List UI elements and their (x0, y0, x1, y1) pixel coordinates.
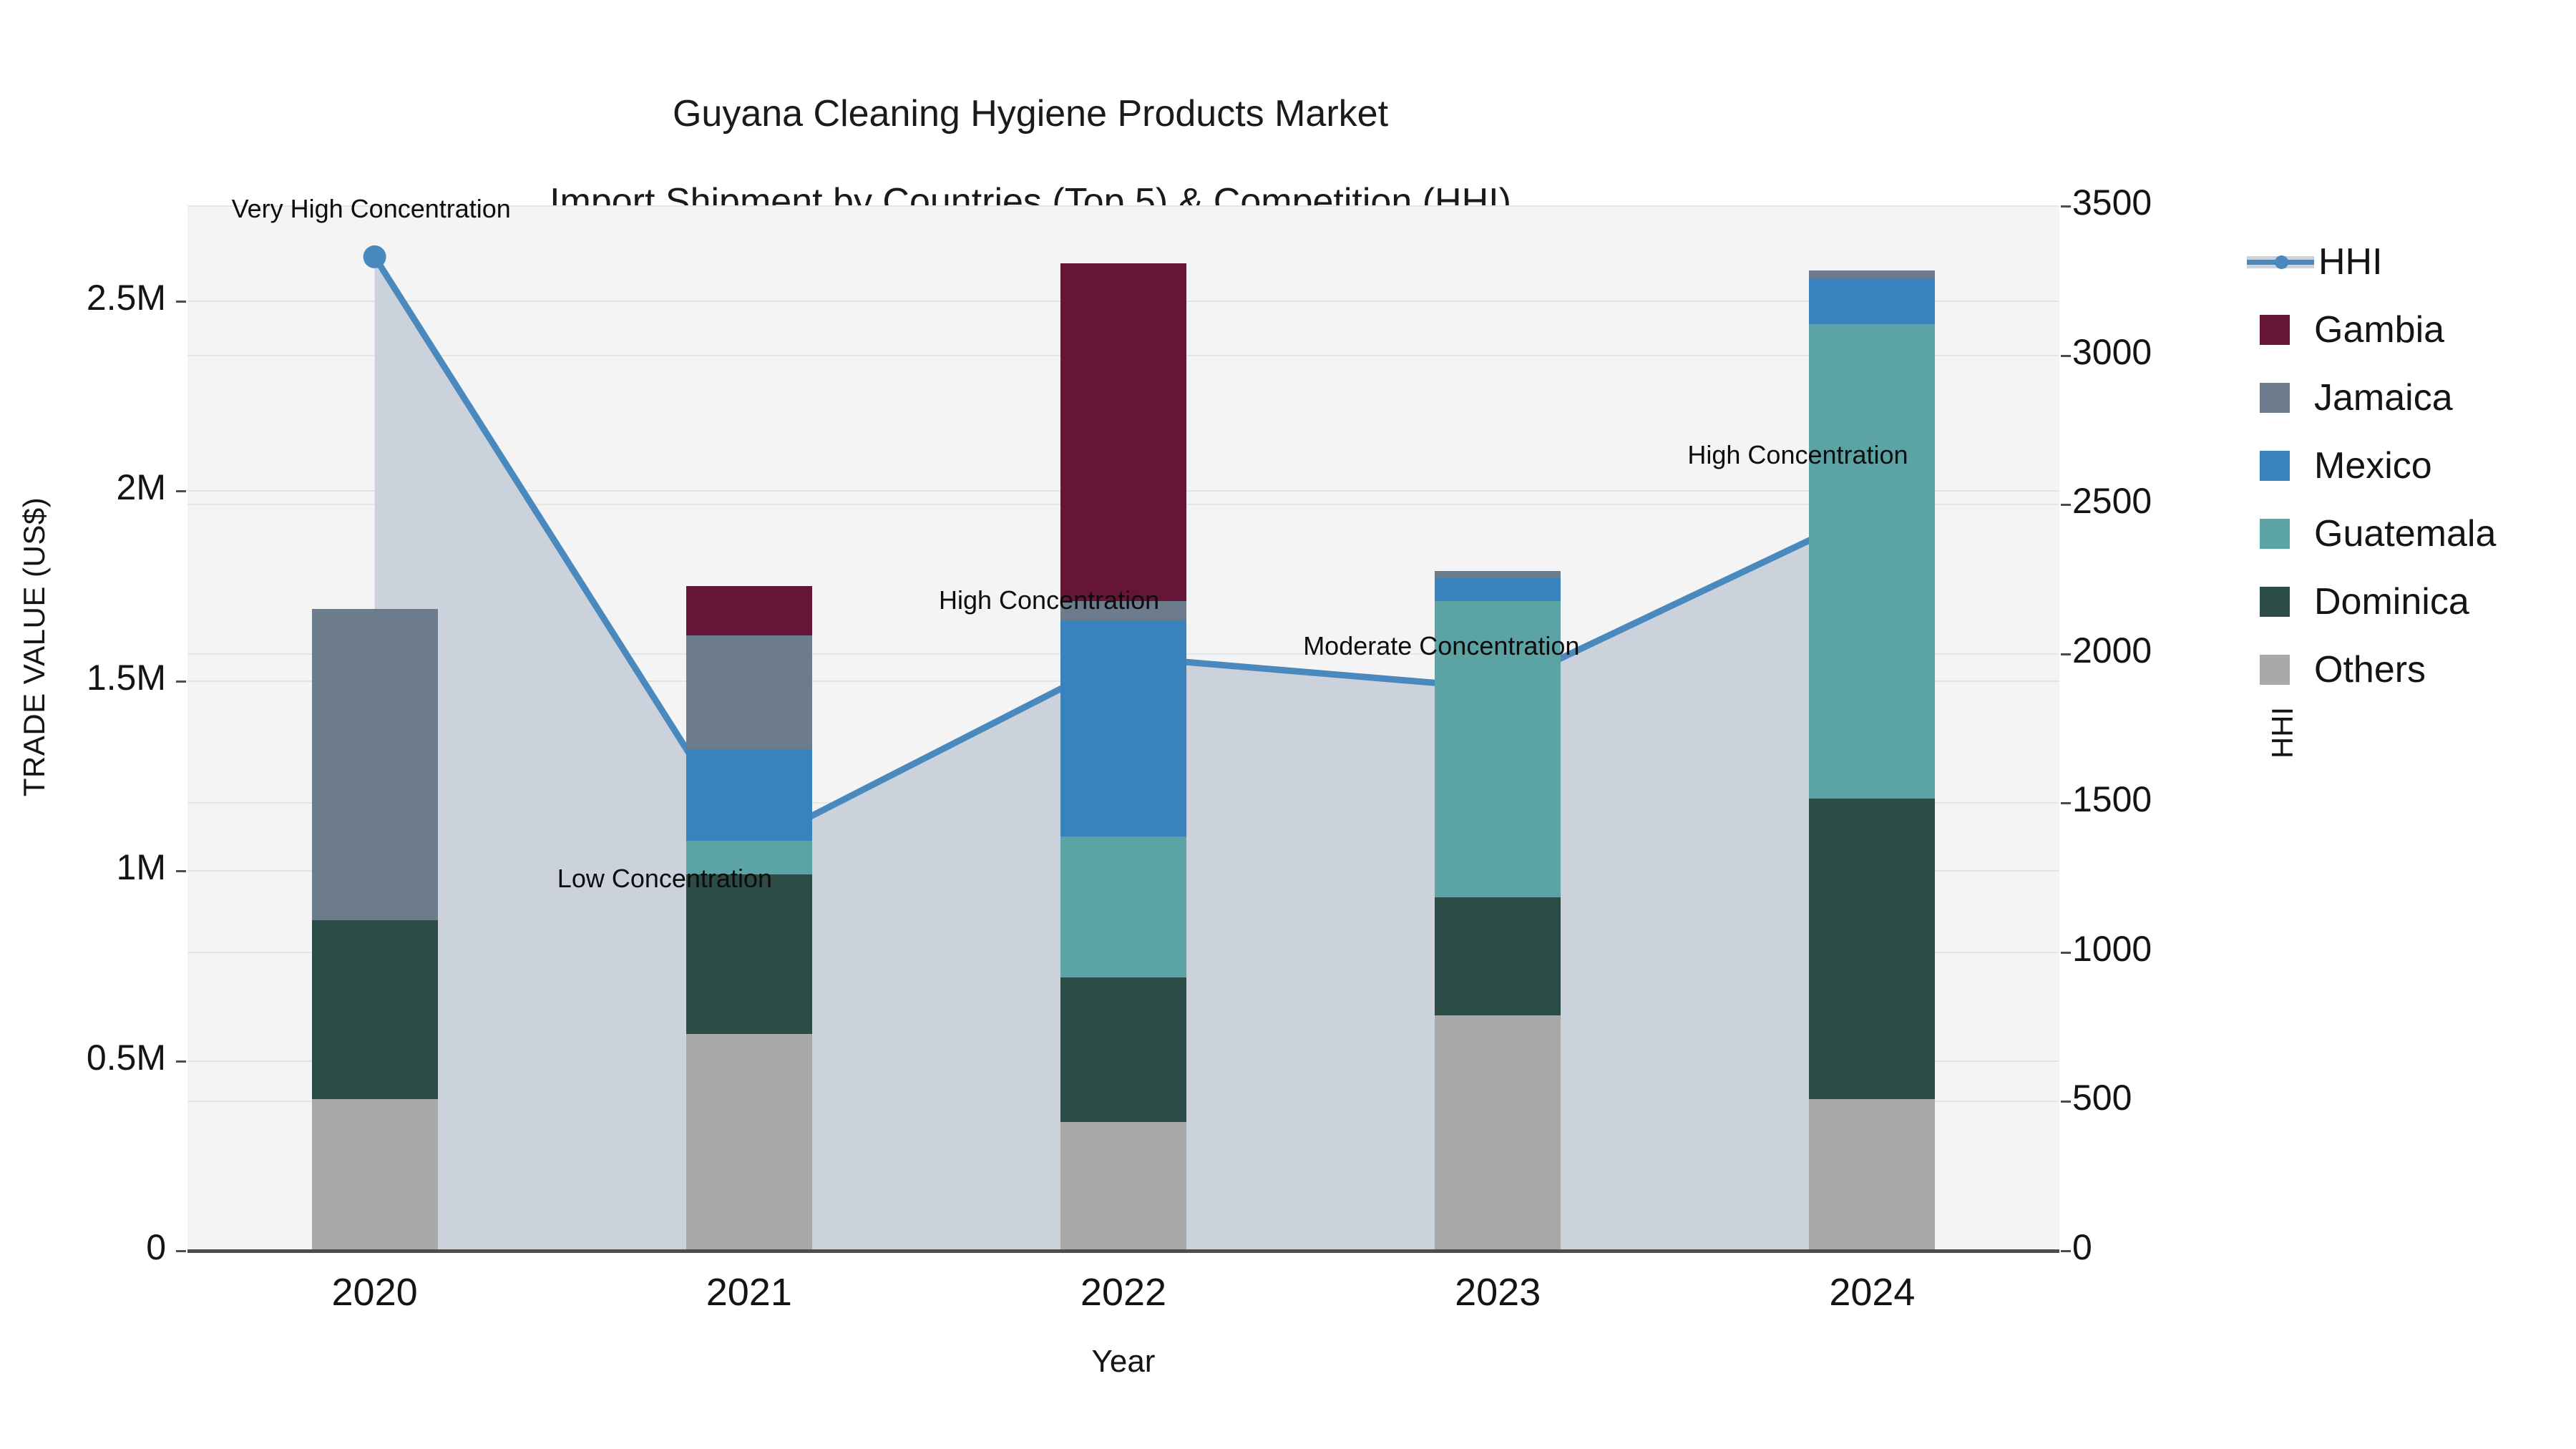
legend-item[interactable]: Dominica (2247, 567, 2562, 635)
legend-item[interactable]: Others (2247, 635, 2562, 703)
y2-axis-tickmark (2061, 653, 2071, 655)
bar-group[interactable] (686, 206, 812, 1251)
x-axis-line (187, 1249, 2059, 1253)
bar-segment[interactable] (1809, 323, 1936, 799)
legend-item[interactable]: Jamaica (2247, 364, 2562, 431)
y2-axis-tick-label: 0 (2072, 1227, 2092, 1267)
legend-color-swatch (2260, 518, 2290, 549)
plot-inner: Very High Concentration Low Concentration… (187, 194, 2059, 1251)
x-axis-tick-label: 2020 (331, 1271, 418, 1314)
y2-axis-tickmark (2061, 802, 2071, 805)
bar-segment[interactable] (686, 840, 812, 875)
y-axis-tick-label: 1M (116, 847, 166, 888)
y-axis-tickmark (176, 1060, 186, 1063)
y2-axis-tick-label: 1000 (2072, 928, 2152, 969)
y2-axis-tick-label: 3500 (2072, 182, 2152, 223)
legend-color-swatch (2260, 654, 2290, 685)
bar-segment[interactable] (311, 608, 438, 921)
y2-axis-tickmark (2061, 1101, 2071, 1103)
concentration-annotation: High Concentration (1687, 440, 1908, 470)
bar-segment[interactable] (1435, 601, 1561, 898)
bar-segment[interactable] (686, 749, 812, 841)
bar-segment[interactable] (1060, 836, 1186, 977)
hhi-marker (363, 245, 386, 268)
y2-axis-tick-label: 1500 (2072, 779, 2152, 820)
legend-line-marker (2275, 255, 2288, 269)
y-axis-tickmark (176, 1250, 186, 1252)
legend-color-swatch (2260, 314, 2290, 345)
bar-segment[interactable] (311, 1098, 438, 1251)
y-axis-tick-label: 0.5M (86, 1037, 166, 1078)
legend-item-label: Mexico (2314, 444, 2432, 487)
bar-segment[interactable] (1435, 570, 1561, 579)
bar-group[interactable] (1809, 206, 1936, 1251)
y-axis-tick-label: 2.5M (86, 277, 166, 318)
legend-item-label: Gambia (2314, 308, 2445, 351)
bar-segment[interactable] (1809, 799, 1936, 1099)
y-axis-tick-label: 2M (116, 467, 166, 508)
bar-segment[interactable] (311, 920, 438, 1099)
y-axis-title: TRADE VALUE (US$) (17, 497, 51, 797)
legend-color-swatch (2260, 586, 2290, 617)
x-axis-tick-label: 2024 (1829, 1271, 1916, 1314)
y2-axis-tick-label: 500 (2072, 1078, 2132, 1118)
y2-axis-tickmark (2061, 504, 2071, 507)
bar-segment[interactable] (1060, 601, 1186, 620)
bar-segment[interactable] (1435, 578, 1561, 602)
concentration-annotation: Moderate Concentration (1303, 630, 1580, 660)
y2-axis-tick-label: 2000 (2072, 630, 2152, 670)
legend-item-label: HHI (2318, 240, 2383, 283)
y2-axis-tick-label: 2500 (2072, 481, 2152, 522)
legend-item-label: Guatemala (2314, 512, 2497, 555)
legend-item[interactable]: Guatemala (2247, 499, 2562, 567)
chart-title-line-1: Guyana Cleaning Hygiene Products Market (672, 93, 1389, 135)
legend-item-label: Jamaica (2314, 376, 2453, 419)
y-axis-tickmark (176, 680, 186, 683)
concentration-annotation: Very High Concentration (231, 193, 511, 223)
legend-item-label: Dominica (2314, 580, 2469, 623)
legend-item[interactable]: Gambia (2247, 296, 2562, 364)
legend-item[interactable]: Mexico (2247, 431, 2562, 499)
bar-segment[interactable] (1435, 1015, 1561, 1251)
y-axis-tick-label: 1.5M (86, 657, 166, 698)
x-axis-tick-label: 2023 (1455, 1271, 1541, 1314)
bar-group[interactable] (1060, 206, 1186, 1251)
y2-axis-tickmark (2061, 1250, 2071, 1252)
legend-color-swatch (2260, 450, 2290, 481)
concentration-annotation: Low Concentration (557, 863, 772, 893)
bar-segment[interactable] (1809, 278, 1936, 324)
bar-segment[interactable] (686, 635, 812, 750)
bar-segment[interactable] (1809, 1098, 1936, 1251)
plot-area: Very High Concentration Low Concentration… (187, 194, 2059, 1251)
bar-segment[interactable] (1435, 897, 1561, 1015)
bar-segment[interactable] (1060, 263, 1186, 602)
y-axis-tickmark (176, 870, 186, 873)
x-axis-tick-label: 2022 (1080, 1271, 1167, 1314)
x-axis-title: Year (1091, 1344, 1156, 1379)
bar-group[interactable] (311, 206, 438, 1251)
legend-item-label: Others (2314, 648, 2426, 691)
bar-segment[interactable] (1060, 1121, 1186, 1251)
y2-axis-tick-label: 3000 (2072, 331, 2152, 372)
bar-segment[interactable] (686, 585, 812, 635)
x-axis-tick-label: 2021 (706, 1271, 792, 1314)
gridline (187, 205, 2059, 207)
concentration-annotation: High Concentration (939, 585, 1160, 615)
y-axis-tickmark (176, 490, 186, 493)
y2-axis-tickmark (2061, 951, 2071, 954)
chart-legend: HHI Gambia Jamaica Mexico Guatemala Dominica O… (2247, 228, 2562, 703)
y-axis-tickmark (176, 300, 186, 303)
bar-segment[interactable] (1809, 270, 1936, 278)
y-axis-tick-label: 0 (146, 1227, 166, 1267)
y2-axis-tickmark (2061, 205, 2071, 208)
legend-color-swatch (2260, 382, 2290, 413)
legend-item[interactable]: HHI (2247, 228, 2562, 296)
y2-axis-tickmark (2061, 354, 2071, 357)
bar-segment[interactable] (686, 1034, 812, 1251)
legend-line-key (2247, 247, 2314, 277)
bar-segment[interactable] (1060, 977, 1186, 1122)
bar-segment[interactable] (1060, 620, 1186, 837)
bar-group[interactable] (1435, 206, 1561, 1251)
bar-segment[interactable] (686, 874, 812, 1035)
